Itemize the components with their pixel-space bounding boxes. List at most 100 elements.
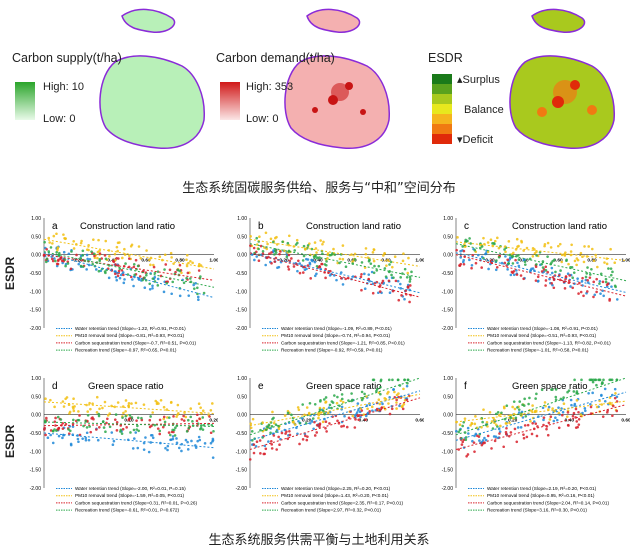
data-point [280, 431, 284, 435]
data-point [523, 424, 527, 427]
data-point [483, 436, 486, 440]
data-point [598, 378, 601, 382]
data-point [133, 273, 136, 277]
data-point [523, 397, 526, 401]
data-point [81, 437, 84, 440]
data-point [186, 271, 190, 275]
data-point [279, 250, 282, 253]
data-point [298, 442, 301, 446]
y-tick-label: -1.50 [236, 468, 248, 474]
data-point [382, 254, 385, 257]
data-point [566, 411, 570, 414]
data-point [615, 378, 619, 382]
data-point [366, 407, 369, 411]
data-point [178, 263, 182, 267]
data-point [252, 451, 256, 455]
data-point [395, 398, 398, 402]
data-point [341, 283, 345, 286]
data-point [57, 434, 61, 438]
data-point [610, 278, 614, 282]
data-point [313, 420, 316, 424]
data-point [534, 409, 538, 413]
y-tick-label: -1.00 [442, 449, 454, 455]
data-point [62, 250, 66, 254]
map-demand-hotspots [312, 82, 366, 115]
data-point [131, 278, 134, 281]
data-point [379, 378, 383, 382]
legend-entry: Water retention trend (Slope=2.25, R²=0.… [281, 486, 391, 491]
data-point [79, 256, 82, 260]
data-point [495, 259, 498, 262]
data-point [189, 415, 193, 419]
x-tick-label: 0.20 [508, 418, 518, 424]
data-point [270, 447, 274, 450]
data-point [471, 253, 475, 257]
data-point [461, 424, 464, 428]
data-point [275, 235, 278, 239]
data-point [274, 423, 278, 426]
data-point [375, 389, 378, 393]
data-point [187, 294, 191, 297]
data-point [177, 412, 180, 415]
data-point [496, 236, 499, 240]
data-point [508, 253, 512, 257]
data-point [314, 247, 318, 250]
data-point [306, 244, 310, 247]
data-point [474, 415, 477, 418]
data-point [51, 429, 55, 433]
data-point [587, 245, 591, 248]
data-point [569, 285, 572, 288]
data-point [201, 428, 205, 431]
data-point [456, 236, 459, 239]
data-point [171, 280, 175, 284]
data-point [572, 411, 576, 415]
data-point [163, 253, 167, 257]
data-point [512, 273, 516, 277]
data-point [516, 406, 519, 409]
data-point [554, 395, 558, 399]
data-point [135, 419, 138, 422]
data-point [117, 264, 120, 267]
esdr-colorbar-step [432, 134, 452, 144]
data-point [62, 405, 66, 408]
series-points-carbon [455, 248, 611, 302]
data-point [462, 258, 465, 262]
data-point [561, 413, 564, 417]
data-point [339, 276, 343, 280]
data-point [371, 251, 375, 254]
data-point [158, 432, 162, 436]
data-point [557, 426, 561, 430]
data-point [101, 420, 105, 424]
data-point [134, 431, 138, 434]
data-point [87, 438, 91, 442]
data-point [114, 413, 118, 416]
data-point [459, 249, 462, 253]
data-point [47, 236, 51, 240]
data-point [600, 394, 603, 397]
data-point [462, 438, 466, 442]
data-point [324, 276, 327, 280]
data-point [198, 438, 202, 442]
data-point [342, 424, 345, 428]
data-point [386, 258, 390, 262]
data-point [469, 242, 472, 245]
y-tick-label: -2.00 [30, 486, 42, 492]
data-point [116, 274, 120, 278]
data-point [285, 430, 288, 433]
data-point [378, 284, 382, 287]
data-point [272, 421, 276, 425]
data-point [173, 434, 177, 437]
data-point [313, 274, 317, 278]
data-point [90, 250, 93, 253]
data-point [149, 263, 152, 267]
data-point [98, 407, 101, 411]
data-point [388, 396, 391, 399]
data-point [153, 280, 157, 283]
data-point [87, 244, 90, 247]
map-esdr-deficit-label: Deficit [462, 134, 494, 146]
y-tick-label: 0.50 [443, 394, 453, 400]
data-point [175, 415, 178, 418]
data-point [338, 261, 341, 265]
data-point [377, 398, 381, 402]
data-point [60, 259, 64, 263]
